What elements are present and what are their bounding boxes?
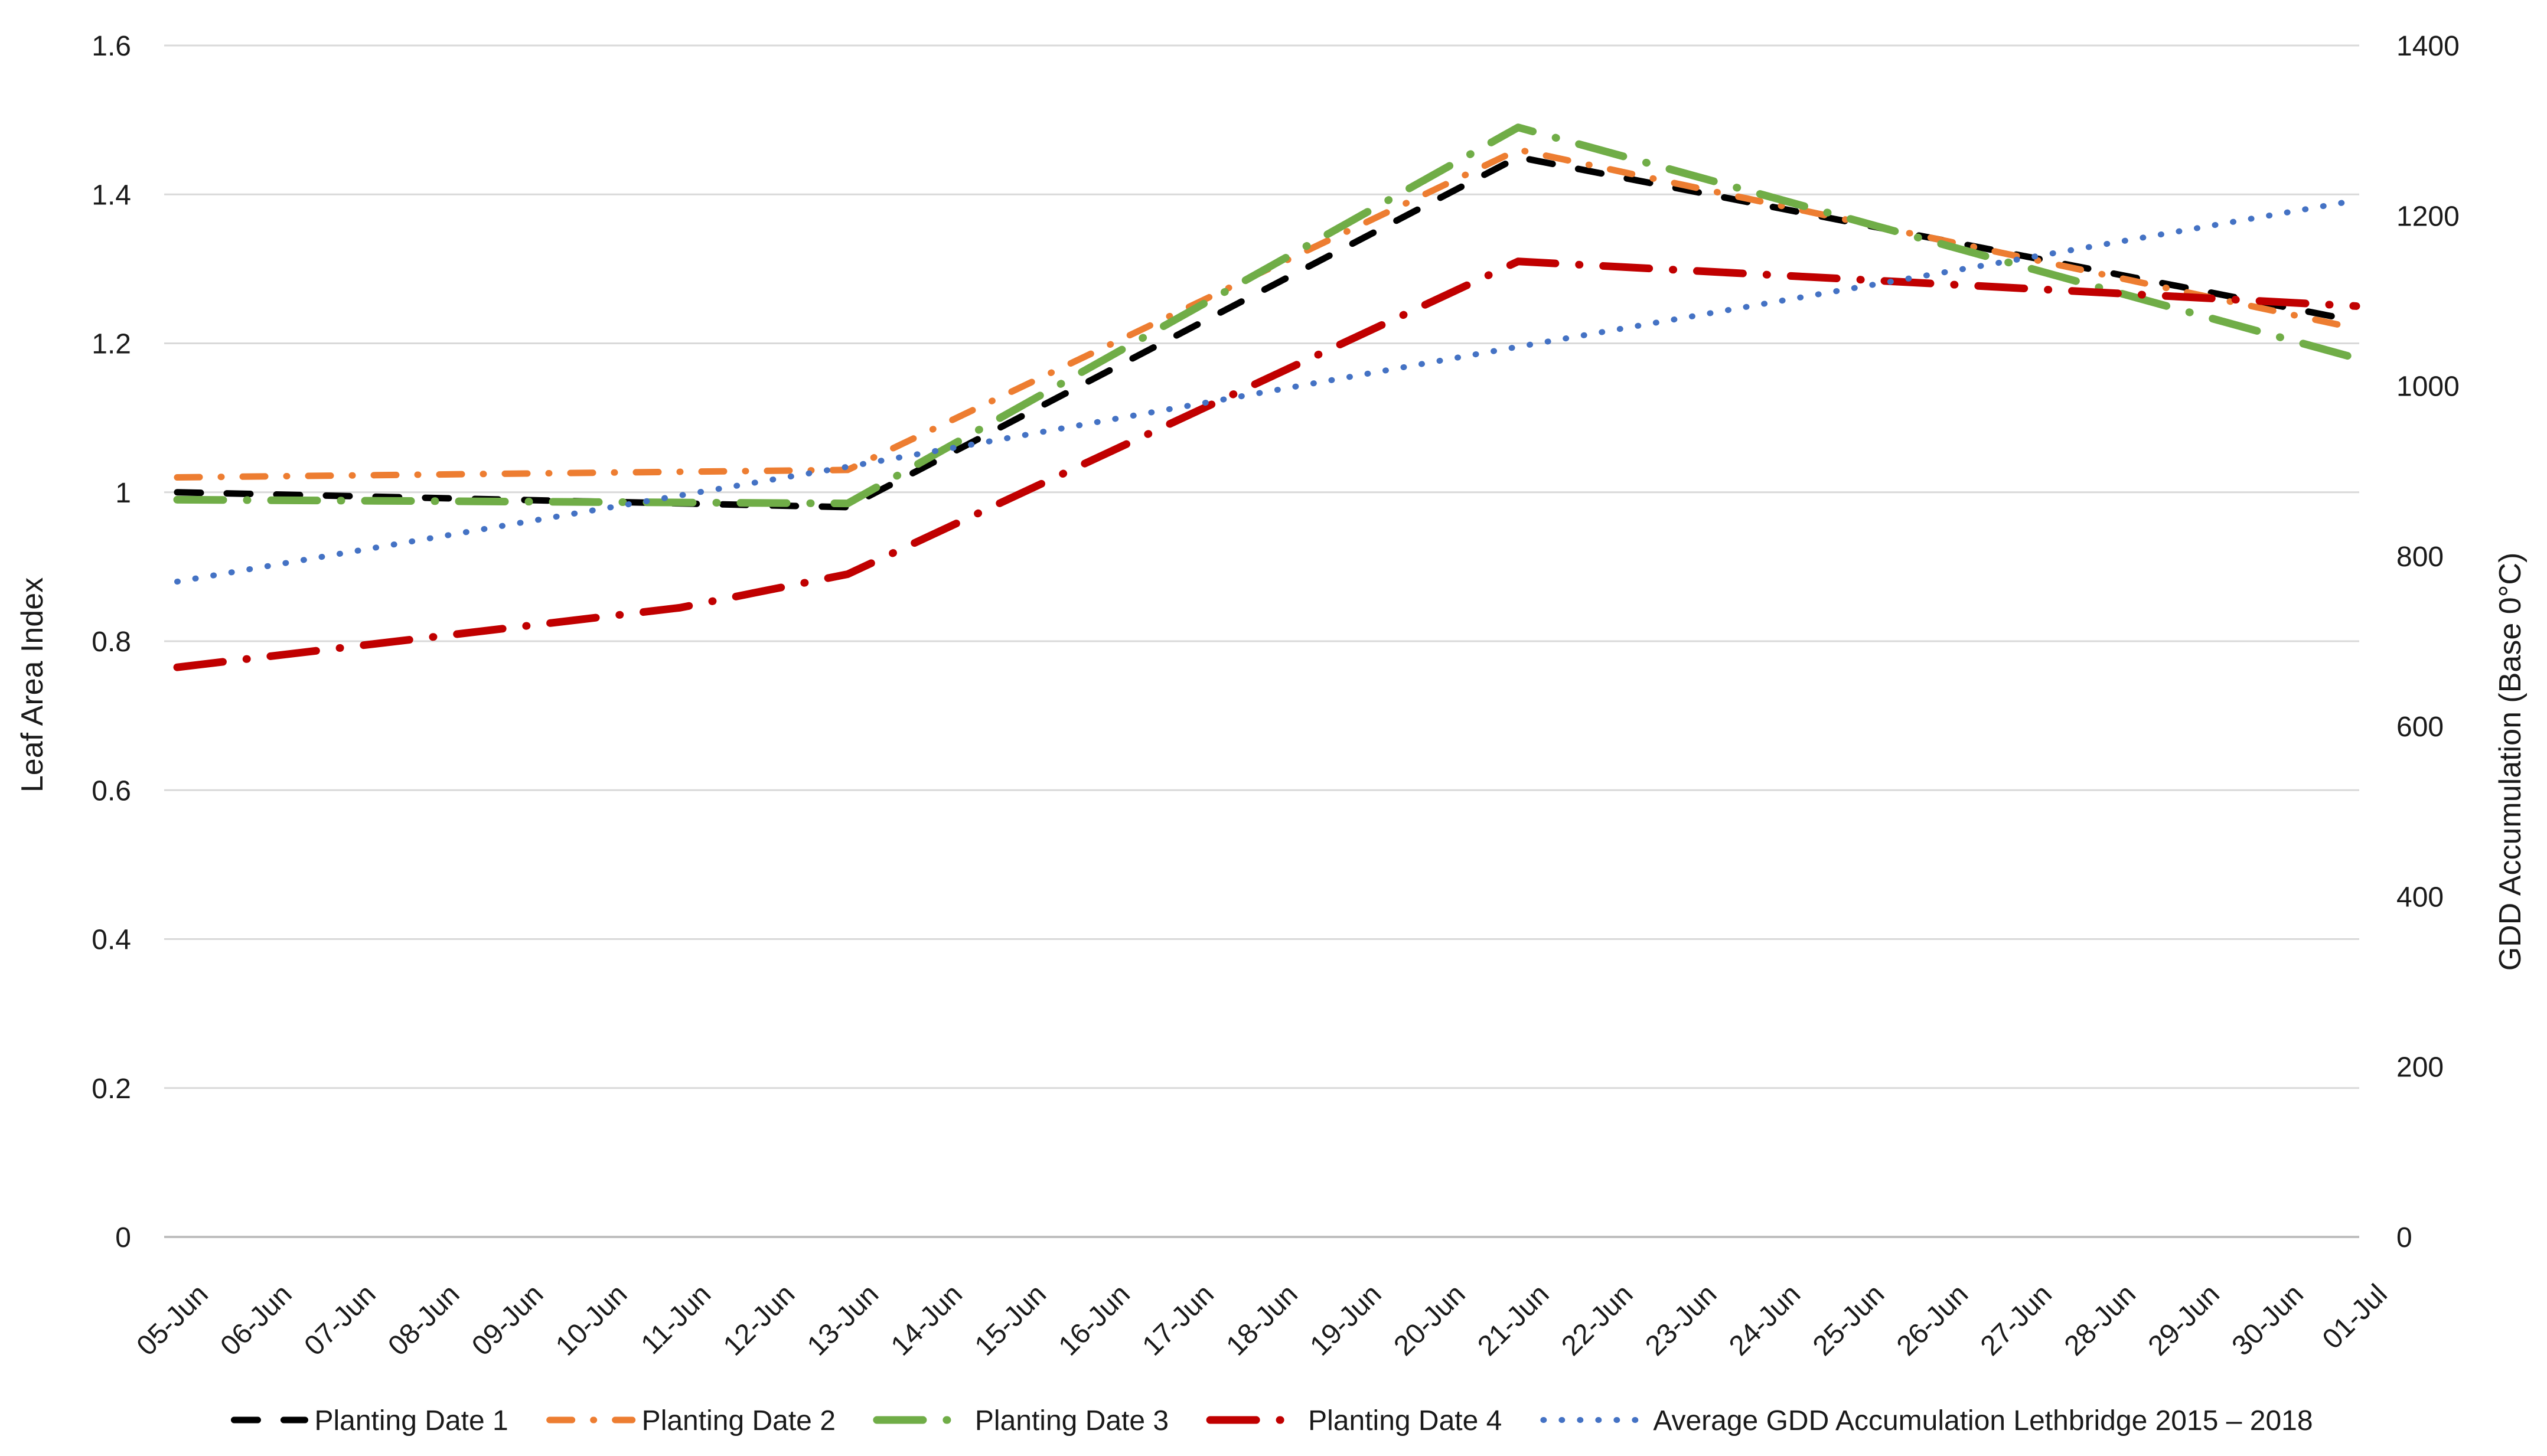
x-axis-tick-label: 23-Jun — [1639, 1278, 1723, 1362]
x-axis-tick-label: 15-Jun — [969, 1278, 1052, 1362]
legend-label: Average GDD Accumulation Lethbridge 2015… — [1653, 1405, 2313, 1437]
legend-label: Planting Date 1 — [314, 1405, 508, 1437]
y-axis-left-tick-label: 0.2 — [92, 1073, 131, 1105]
gridlines — [164, 44, 2359, 1238]
x-axis-tick-label: 09-Jun — [466, 1278, 549, 1362]
x-axis-tick-label: 11-Jun — [635, 1278, 718, 1360]
y-axis-right-tick-label: 600 — [2396, 711, 2444, 743]
x-axis-tick-label: 06-Jun — [214, 1278, 298, 1362]
legend-item: Planting Date 3 — [873, 1405, 1169, 1437]
y-axis-left-title: Leaf Area Index — [15, 577, 50, 792]
legend-item: Average GDD Accumulation Lethbridge 2015… — [1540, 1405, 2313, 1437]
y-axis-left-ticks: 0 0.2 0.4 0.6 0.8 1 1.2 1.4 1.6 — [92, 31, 131, 1253]
series-line-planting-date-2 — [174, 146, 2360, 481]
x-axis-tick-label: 22-Jun — [1555, 1278, 1639, 1362]
y-axis-right-tick-label: 1000 — [2396, 371, 2460, 403]
x-axis-tick-label: 26-Jun — [1891, 1278, 1974, 1362]
x-axis-tick-label: 14-Jun — [885, 1278, 968, 1362]
legend-label: Planting Date 4 — [1308, 1405, 1502, 1437]
y-axis-left-tick-label: 1.4 — [92, 179, 131, 211]
x-axis-tick-label: 30-Jun — [2226, 1278, 2310, 1362]
x-axis-tick-label: 24-Jun — [1723, 1278, 1806, 1362]
x-axis-tick-label: 19-Jun — [1304, 1278, 1387, 1362]
y-axis-right-tick-label: 200 — [2396, 1052, 2444, 1083]
y-axis-left-tick-label: 1 — [115, 478, 131, 509]
x-axis-tick-label: 07-Jun — [298, 1278, 381, 1362]
y-axis-left-tick-label: 0.8 — [92, 626, 131, 658]
y-axis-right-tick-label: 800 — [2396, 541, 2444, 573]
y-axis-right-ticks: 0 200 400 600 800 1000 1200 1400 — [2396, 31, 2460, 1253]
series-lines — [173, 123, 2360, 671]
x-axis-tick-label: 29-Jun — [2142, 1278, 2226, 1362]
x-axis-tick-label: 10-Jun — [550, 1278, 633, 1362]
y-axis-right-tick-label: 1200 — [2396, 201, 2460, 232]
x-axis-tick-label: 12-Jun — [718, 1278, 801, 1362]
series-line-planting-date-1 — [174, 154, 2360, 511]
y-axis-right-title: GDD Accumulation (Base 0°C) — [2493, 553, 2528, 971]
legend: Planting Date 1 Planting Date 2 Planting D… — [230, 1405, 2313, 1437]
x-axis-tick-label: 08-Jun — [382, 1278, 465, 1362]
y-axis-left-tick-label: 0.6 — [92, 775, 131, 807]
x-axis-tick-label: 01-Jul — [2317, 1278, 2393, 1355]
x-axis-tick-label: 28-Jun — [2059, 1278, 2142, 1362]
legend-label: Planting Date 3 — [975, 1405, 1169, 1437]
x-axis-tick-label: 16-Jun — [1053, 1278, 1136, 1362]
x-axis-ticks: 05-Jun 06-Jun 07-Jun 08-Jun 09-Jun 10-Jun 11-J… — [131, 1278, 2393, 1362]
legend-item: Planting Date 4 — [1206, 1405, 1502, 1437]
y-axis-right-tick-label: 400 — [2396, 882, 2444, 913]
y-axis-left-tick-label: 1.6 — [92, 31, 131, 62]
y-axis-left-tick-label: 0 — [115, 1222, 131, 1253]
y-axis-left-tick-label: 0.4 — [92, 925, 131, 956]
legend-item: Planting Date 2 — [546, 1405, 836, 1437]
x-axis-tick-label: 20-Jun — [1388, 1278, 1471, 1362]
legend-item: Planting Date 1 — [230, 1405, 508, 1437]
x-axis-tick-label: 05-Jun — [131, 1278, 214, 1362]
y-axis-right-tick-label: 0 — [2396, 1222, 2412, 1253]
series-line-planting-date-3 — [173, 123, 2360, 508]
x-axis-tick-label: 27-Jun — [1975, 1278, 2058, 1362]
x-axis-tick-label: 21-Jun — [1472, 1278, 1555, 1362]
y-axis-right-tick-label: 1400 — [2396, 31, 2460, 62]
series-line-planting-date-4 — [173, 257, 2360, 671]
legend-label: Planting Date 2 — [642, 1405, 836, 1437]
x-axis-tick-label: 17-Jun — [1137, 1278, 1220, 1362]
x-axis-tick-label: 18-Jun — [1221, 1278, 1304, 1362]
y-axis-left-tick-label: 1.2 — [92, 329, 131, 360]
x-axis-tick-label: 13-Jun — [801, 1278, 885, 1362]
x-axis-tick-label: 25-Jun — [1807, 1278, 1890, 1362]
